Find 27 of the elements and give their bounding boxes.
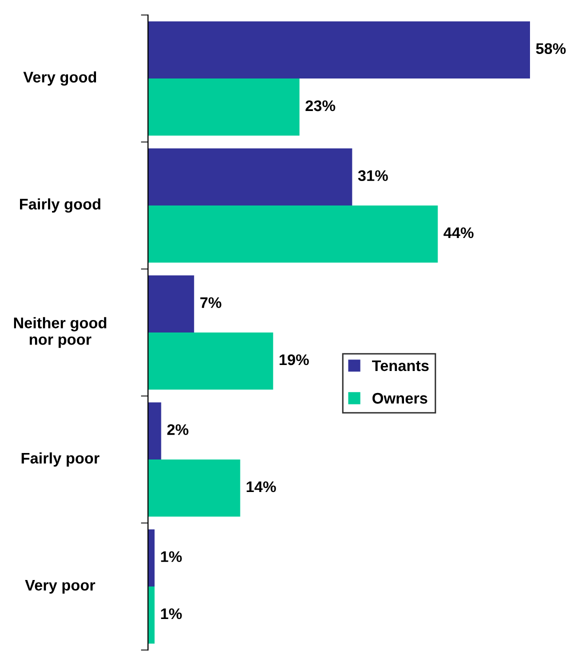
data-label: 7% <box>200 297 222 308</box>
data-label: 23% <box>306 100 336 112</box>
y-tick-label: Fairly good <box>20 198 100 213</box>
data-label: 1% <box>161 551 182 562</box>
bar <box>148 21 530 78</box>
data-label: 2% <box>167 424 188 435</box>
bar <box>148 529 155 586</box>
bar <box>148 275 194 332</box>
data-label: 14% <box>246 481 276 492</box>
y-tick-label: Neither good nor poor <box>14 317 106 348</box>
y-tick-label: Very poor <box>25 580 96 594</box>
bar <box>148 460 240 517</box>
bar <box>148 78 300 136</box>
legend-label: Owners <box>372 392 428 404</box>
legend-label: Tenants <box>372 360 429 372</box>
bar <box>148 586 155 644</box>
bar <box>148 332 274 390</box>
data-label: 58% <box>536 43 566 54</box>
data-label: 31% <box>358 170 388 182</box>
data-label: 1% <box>161 608 182 620</box>
y-tick-label: Fairly poor <box>22 452 100 467</box>
data-label: 44% <box>444 227 474 238</box>
bar <box>148 148 352 206</box>
bar <box>148 402 162 460</box>
bar <box>148 206 438 263</box>
y-tick-label: Very good <box>23 71 96 86</box>
data-label: 19% <box>280 354 309 366</box>
